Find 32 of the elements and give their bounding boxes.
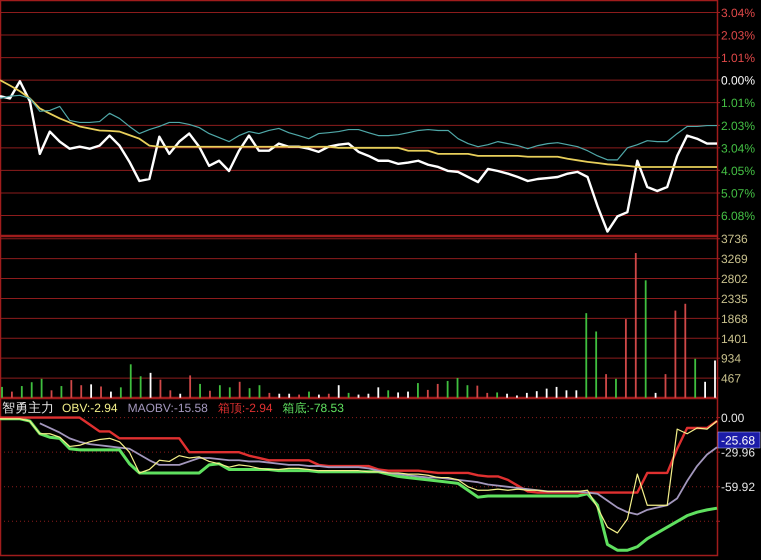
y-tick-label: 4.05%: [721, 164, 756, 178]
y-tick-label: 934: [721, 352, 742, 366]
y-tick-label: 3736: [721, 232, 748, 246]
series-label: OBV:-2.94: [62, 401, 118, 415]
y-tick-label: 3.04%: [721, 6, 756, 20]
y-tick-label: 1.01%: [721, 51, 756, 66]
text: MAOBV:-15.58: [128, 401, 208, 415]
line-series: [0, 416, 718, 494]
y-tick-label: 3269: [721, 252, 748, 266]
y-tick-label: 6.08%: [721, 209, 756, 224]
line-series: [0, 80, 718, 233]
text: 箱底:-78.53: [282, 401, 344, 415]
line-series: [0, 94, 718, 160]
line-series: [38, 422, 718, 516]
y-tick-label: 5.07%: [721, 186, 756, 201]
y-tick-label: 1.01%: [721, 96, 756, 110]
y-tick-label: 1868: [721, 312, 748, 326]
y-tick-label: 2.03%: [721, 28, 756, 42]
y-tick-label: 0.00: [721, 411, 745, 426]
chart-title: 智勇主力: [2, 400, 54, 415]
y-tick-label: -29.96: [721, 446, 756, 460]
y-tick-label: 2.03%: [721, 118, 756, 133]
y-tick-label: 2335: [721, 292, 748, 306]
y-tick-label: 2802: [721, 272, 748, 286]
y-tick-label: 1401: [721, 332, 748, 346]
y-tick-label: 0.00%: [721, 74, 756, 88]
text: 箱顶:-2.94: [218, 401, 273, 415]
y-tick-label: 3.04%: [721, 141, 756, 156]
text: -25.68: [721, 434, 756, 448]
y-tick-label: 467: [721, 372, 742, 386]
line-series: [0, 79, 718, 168]
y-tick-label: -59.92: [721, 480, 756, 494]
